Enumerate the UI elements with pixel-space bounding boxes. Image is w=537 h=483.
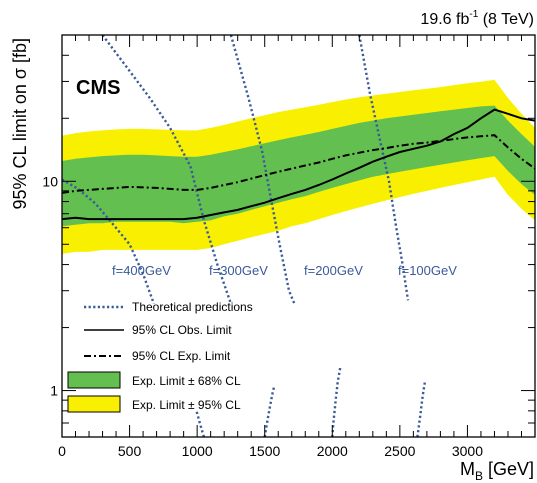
theory-curve-4 [195, 410, 206, 437]
x-axis-title: MB [GeV] [460, 459, 534, 483]
legend-entry: 95% CL Exp. Limit [84, 349, 231, 363]
theory-label: f=100GeV [398, 263, 457, 278]
legend-entry: 95% CL Obs. Limit [84, 323, 232, 337]
experiment-label: CMS [76, 77, 120, 99]
x-tick-label: 1500 [249, 443, 280, 459]
x-tick-label: 2000 [317, 443, 348, 459]
legend-entry: Theoretical predictions [84, 300, 253, 314]
x-tick-label: 2500 [384, 443, 415, 459]
legend-swatch [67, 395, 121, 413]
band-68 [62, 105, 535, 227]
theory-curve-0 [62, 178, 156, 305]
plot-frame [61, 34, 536, 438]
annotation-layer: f=400GeV f=300GeV f=200GeV f=100GeV [112, 263, 457, 278]
legend: Theoretical predictions 95% CL Obs. Limit… [67, 300, 253, 413]
legend-label: 95% CL Exp. Limit [132, 349, 231, 363]
legend-entry: Exp. Limit ± 68% CL [67, 371, 241, 389]
legend-label: 95% CL Obs. Limit [132, 323, 232, 337]
y-tick-label: 10 [42, 173, 58, 189]
theory-label: f=400GeV [112, 263, 171, 278]
theory-curve-5 [263, 385, 276, 437]
x-tick-label: 500 [118, 443, 142, 459]
expected-limit-line [62, 134, 535, 194]
x-tick-label: 3000 [452, 443, 483, 459]
y-tick-label: 1 [50, 383, 58, 399]
x-tick-label: 0 [58, 443, 66, 459]
lumi-label: 19.6 fb-1 (8 TeV) [420, 9, 534, 28]
theory-curve-3 [358, 35, 410, 301]
legend-label: Exp. Limit ± 68% CL [132, 374, 241, 388]
limit-lines-layer [62, 108, 535, 221]
legend-swatch [67, 371, 121, 389]
theory-layer [62, 35, 427, 437]
legend-label: Theoretical predictions [132, 300, 253, 314]
theory-curve-7 [416, 381, 427, 437]
band-layer [62, 79, 535, 254]
legend-entry: Exp. Limit ± 95% CL [67, 395, 241, 413]
observed-limit-line [62, 108, 535, 221]
x-tick-label: 1000 [182, 443, 213, 459]
theory-label: f=200GeV [304, 263, 363, 278]
tick-layer: 0 500 1000 1500 2000 2500 3000 1 10 [42, 34, 535, 459]
theory-curve-6 [331, 366, 342, 437]
legend-label: Exp. Limit ± 95% CL [132, 398, 241, 412]
theory-label: f=300GeV [209, 263, 268, 278]
theory-curve-1 [101, 35, 233, 305]
y-axis-title: 95% CL limit on σ [fb] [10, 38, 30, 210]
